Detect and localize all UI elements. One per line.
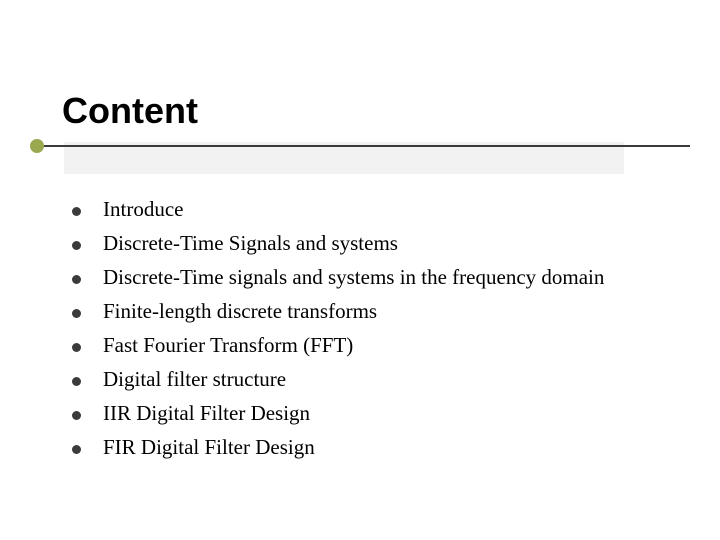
slide: Content Introduce Discrete-Time Signals … [0, 0, 720, 540]
list-item: IIR Digital Filter Design [72, 399, 672, 427]
list-item-label: Fast Fourier Transform (FFT) [103, 331, 672, 359]
bullet-icon [72, 275, 81, 284]
list-item-label: Digital filter structure [103, 365, 672, 393]
list-item: FIR Digital Filter Design [72, 433, 672, 461]
bullet-icon [72, 241, 81, 250]
content-list: Introduce Discrete-Time Signals and syst… [72, 195, 672, 467]
bullet-icon [72, 207, 81, 216]
bullet-icon [72, 343, 81, 352]
bullet-icon [72, 411, 81, 420]
list-item: Discrete-Time Signals and systems [72, 229, 672, 257]
list-item: Finite-length discrete transforms [72, 297, 672, 325]
list-item-label: Discrete-Time signals and systems in the… [103, 263, 672, 291]
bullet-icon [72, 377, 81, 386]
list-item-label: IIR Digital Filter Design [103, 399, 672, 427]
list-item: Digital filter structure [72, 365, 672, 393]
rule-bar [44, 145, 690, 147]
list-item-label: Introduce [103, 195, 672, 223]
list-item: Introduce [72, 195, 672, 223]
slide-title: Content [62, 90, 198, 132]
rule-dot-icon [30, 139, 44, 153]
list-item-label: FIR Digital Filter Design [103, 433, 672, 461]
bullet-icon [72, 309, 81, 318]
list-item: Discrete-Time signals and systems in the… [72, 263, 672, 291]
list-item-label: Discrete-Time Signals and systems [103, 229, 672, 257]
list-item: Fast Fourier Transform (FFT) [72, 331, 672, 359]
list-item-label: Finite-length discrete transforms [103, 297, 672, 325]
bullet-icon [72, 445, 81, 454]
